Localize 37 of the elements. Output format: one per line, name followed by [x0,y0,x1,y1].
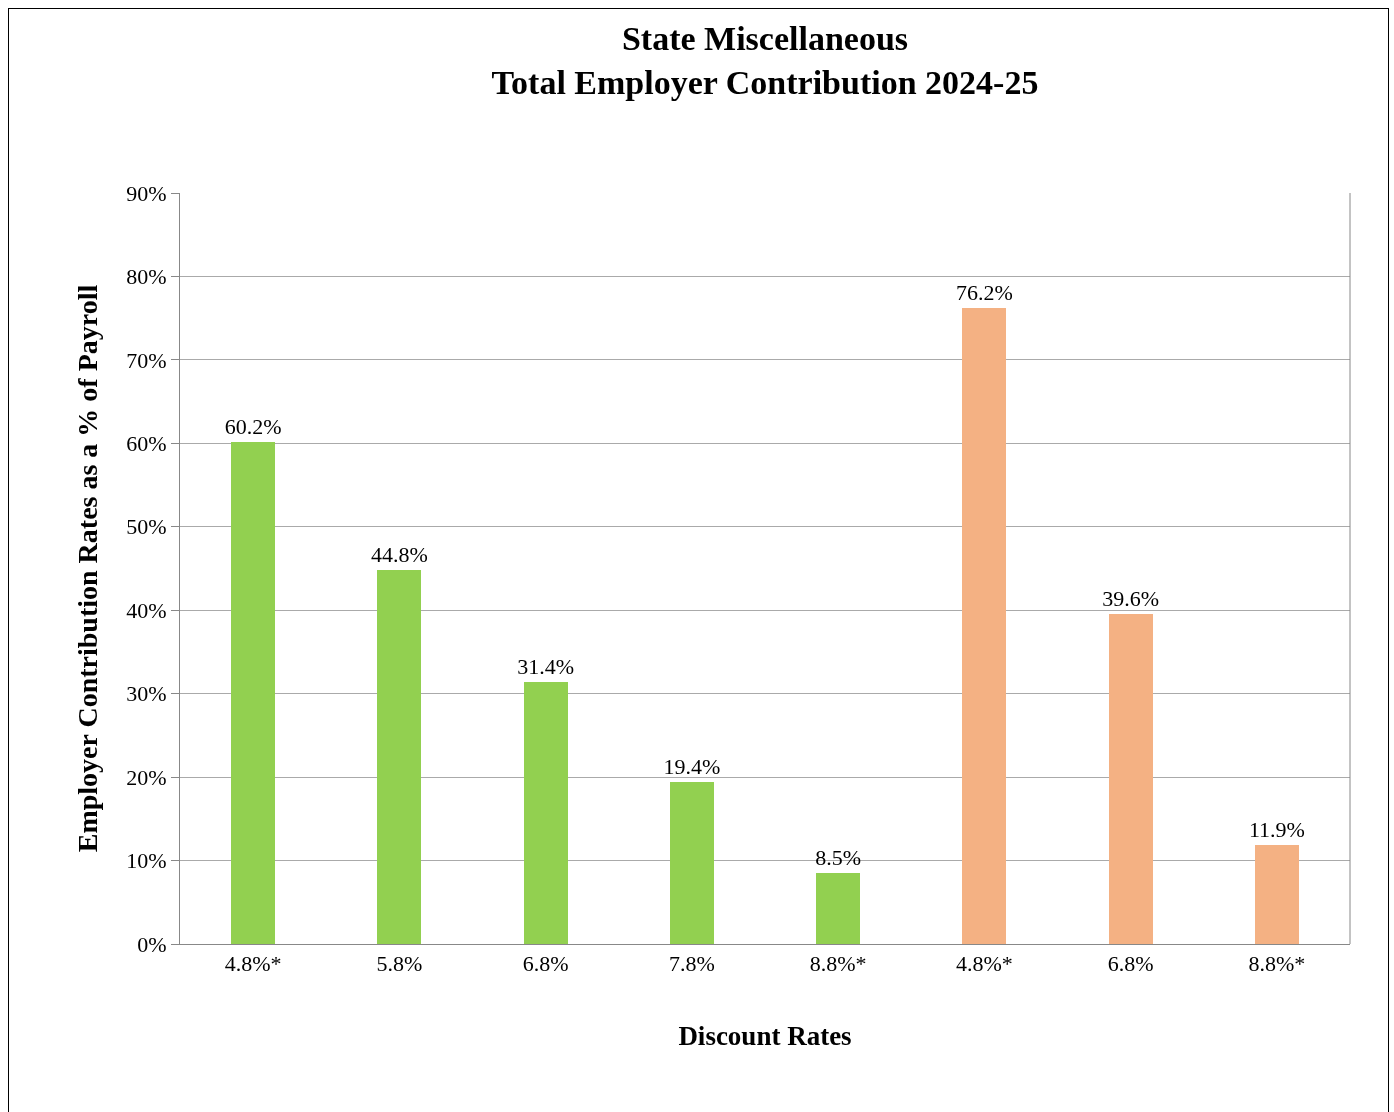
y-tick-label: 10% [126,848,167,874]
x-tick-label: 8.8%* [1248,951,1306,977]
chart-title: State Miscellaneous Total Employer Contribution 2024-25 [491,20,1039,102]
y-tick-label: 40% [126,597,167,623]
data-label: 31.4% [517,653,575,679]
data-label: 8.5% [815,845,862,871]
x-tick-label: 6.8% [522,951,569,977]
y-axis-title: Employer Contribution Rates as a % of Payroll [71,284,103,853]
data-label: 19.4% [663,754,721,780]
x-tick-label: 7.8% [668,951,715,977]
bar [377,570,422,944]
bar [962,308,1007,944]
bar [1254,844,1299,944]
bar [1108,613,1153,944]
bar [231,441,276,944]
bar [669,782,714,944]
data-label: 60.2% [224,413,282,439]
y-tick-label: 50% [126,514,167,540]
x-axis-title: Discount Rates [678,1020,852,1051]
bar [816,873,861,944]
x-tick-label: 8.8%* [809,951,867,977]
x-tick-label: 5.8% [376,951,423,977]
bar [523,681,568,944]
x-tick-label: 4.8%* [955,951,1013,977]
data-label: 76.2% [955,280,1013,306]
y-tick-label: 90% [126,180,167,206]
data-label: 11.9% [1248,816,1305,842]
y-tick-label: 70% [126,347,167,373]
y-tick-label: 30% [126,681,167,707]
data-label: 39.6% [1102,585,1160,611]
data-label: 44.8% [370,542,428,568]
x-tick-label: 4.8%* [224,951,282,977]
y-tick-label: 0% [137,931,167,957]
y-tick-label: 60% [126,431,167,457]
x-tick-label: 6.8% [1107,951,1154,977]
y-tick-label: 20% [126,764,167,790]
y-tick-label: 80% [126,264,167,290]
